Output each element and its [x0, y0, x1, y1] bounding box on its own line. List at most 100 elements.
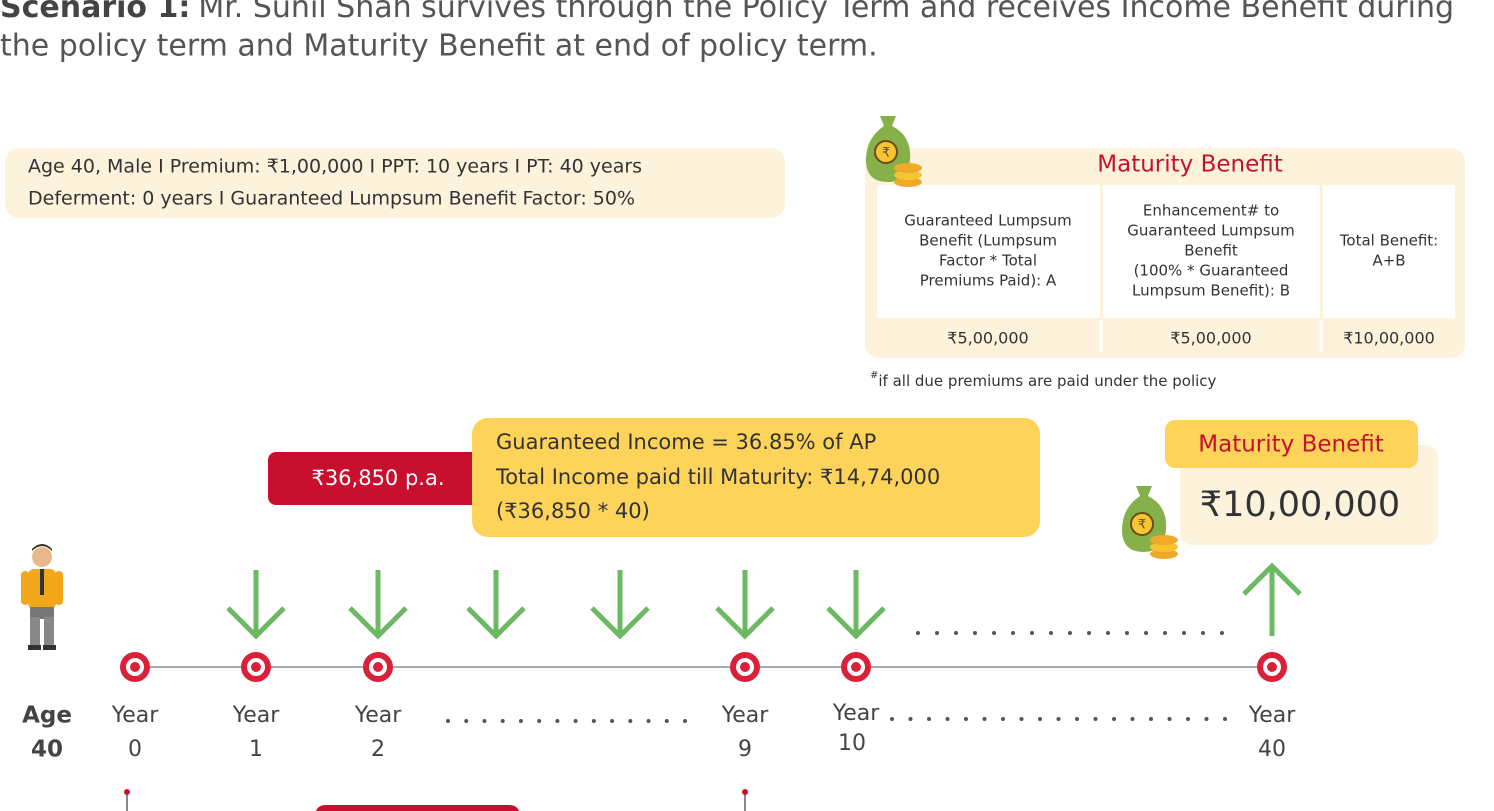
- down-arrow-head: [466, 606, 526, 640]
- dot: [1011, 631, 1015, 635]
- dot: [1144, 631, 1148, 635]
- dot: [628, 719, 633, 723]
- dot: [1001, 717, 1005, 721]
- dot: [973, 631, 977, 635]
- dot: [916, 631, 920, 635]
- timeline: Year 0 Year 1 Year 2 Year 9 Year 10 Year 40: [111, 562, 1302, 762]
- profile-box: [5, 148, 785, 218]
- table-value: ₹5,00,000: [1170, 329, 1251, 348]
- year-number: 10: [838, 731, 866, 756]
- footnote: #if all due premiums are paid under the …: [870, 370, 1217, 390]
- dot: [1125, 631, 1129, 635]
- dot: [908, 717, 913, 721]
- money-bag-icon: ₹: [866, 116, 922, 187]
- table-header: Premiums Paid): A: [920, 272, 1057, 290]
- connector-dot: [742, 789, 748, 795]
- profile-line: Age 40, Male I Premium: ₹1,00,000 I PPT:…: [28, 156, 642, 178]
- footnote-mark: #: [870, 370, 878, 381]
- dot: [1030, 631, 1034, 635]
- maturity-box: [1180, 445, 1438, 545]
- income-line: (₹36,850 * 40): [496, 499, 650, 523]
- dot: [1182, 631, 1186, 635]
- table-header: Factor * Total: [939, 252, 1037, 270]
- dot: [964, 717, 968, 721]
- table-header: A+B: [1372, 252, 1405, 270]
- bottom-badge: [315, 805, 520, 811]
- dot: [1019, 717, 1024, 721]
- maturity-tab: [1165, 420, 1418, 468]
- dot: [555, 719, 560, 723]
- scenario-text: the policy term and Maturity Benefit at …: [0, 29, 878, 64]
- table-header: Guaranteed Lumpsum: [1127, 222, 1294, 240]
- dot: [1186, 717, 1190, 721]
- dot: [664, 719, 669, 723]
- dot: [1075, 717, 1079, 721]
- milestone-core: [373, 662, 383, 672]
- svg-text:₹: ₹: [882, 146, 890, 161]
- income-line: Guaranteed Income = 36.85% of AP: [496, 430, 876, 454]
- year-number: 0: [128, 737, 142, 762]
- table-value: ₹5,00,000: [947, 329, 1028, 348]
- year-number: 9: [738, 737, 752, 762]
- money-bag-icon: ₹: [1122, 486, 1178, 559]
- down-arrow-head: [226, 606, 286, 640]
- scenario-label: Scenario 1:: [0, 0, 190, 25]
- dot: [646, 719, 651, 723]
- profile-line: Deferment: 0 years I Guaranteed Lumpsum …: [28, 188, 635, 210]
- dot: [573, 719, 578, 723]
- table-header: Enhancement# to: [1143, 202, 1279, 220]
- dot: [927, 717, 931, 721]
- dot: [935, 631, 939, 635]
- table-header: (100% * Guaranteed: [1134, 262, 1289, 280]
- table-content: Guaranteed Lumpsum Benefit (Lumpsum Factor…: [904, 202, 1438, 348]
- table-header: Benefit: [1184, 242, 1238, 260]
- down-arrow-head: [715, 606, 775, 640]
- dot: [464, 719, 469, 723]
- dot: [992, 631, 996, 635]
- dot: [537, 719, 542, 723]
- milestone-core: [251, 662, 261, 672]
- year-number: 40: [1258, 737, 1286, 762]
- income-badge: [268, 452, 483, 505]
- income-line: Total Income paid till Maturity: ₹14,74,…: [495, 465, 940, 489]
- dot: [945, 717, 950, 721]
- scenario-line: Scenario 1: Mr. Sunil Shah survives throu…: [0, 0, 1454, 25]
- up-arrow-head: [1242, 562, 1302, 596]
- year-number: 1: [249, 737, 263, 762]
- dot: [1130, 717, 1135, 721]
- table-title: Maturity Benefit: [1097, 152, 1282, 178]
- dot: [1204, 717, 1209, 721]
- table-header: Benefit (Lumpsum: [919, 232, 1057, 250]
- dot: [683, 719, 687, 723]
- year-label: Year: [832, 701, 881, 726]
- dot: [1038, 717, 1042, 721]
- table-cell: [877, 185, 1100, 318]
- dot: [1087, 631, 1091, 635]
- milestone-core: [130, 662, 140, 672]
- table-header: Total Benefit:: [1339, 232, 1438, 250]
- dot: [1106, 631, 1110, 635]
- table-header: Guaranteed Lumpsum: [904, 212, 1071, 230]
- dot: [1049, 631, 1053, 635]
- table-cell: [1323, 185, 1455, 318]
- year-label: Year: [232, 703, 281, 728]
- dot: [610, 719, 615, 723]
- table-cell: [1103, 185, 1320, 318]
- year-label: Year: [721, 703, 770, 728]
- income-badge-text: ₹36,850 p.a.: [311, 466, 444, 490]
- scenario-text: Mr. Sunil Shah survives through the Poli…: [198, 0, 1454, 25]
- svg-text:₹: ₹: [1138, 518, 1146, 533]
- year-label: Year: [1248, 703, 1297, 728]
- dot: [890, 717, 894, 721]
- dot: [982, 717, 987, 721]
- year-label: Year: [111, 703, 160, 728]
- down-arrow-head: [348, 606, 408, 640]
- dot: [591, 719, 596, 723]
- person-icon: [21, 544, 63, 650]
- age-label: Age: [22, 703, 72, 729]
- milestone-core: [851, 662, 861, 672]
- footnote-text: if all due premiums are paid under the p…: [878, 372, 1216, 390]
- down-arrow-head: [826, 606, 886, 640]
- dot: [446, 719, 450, 723]
